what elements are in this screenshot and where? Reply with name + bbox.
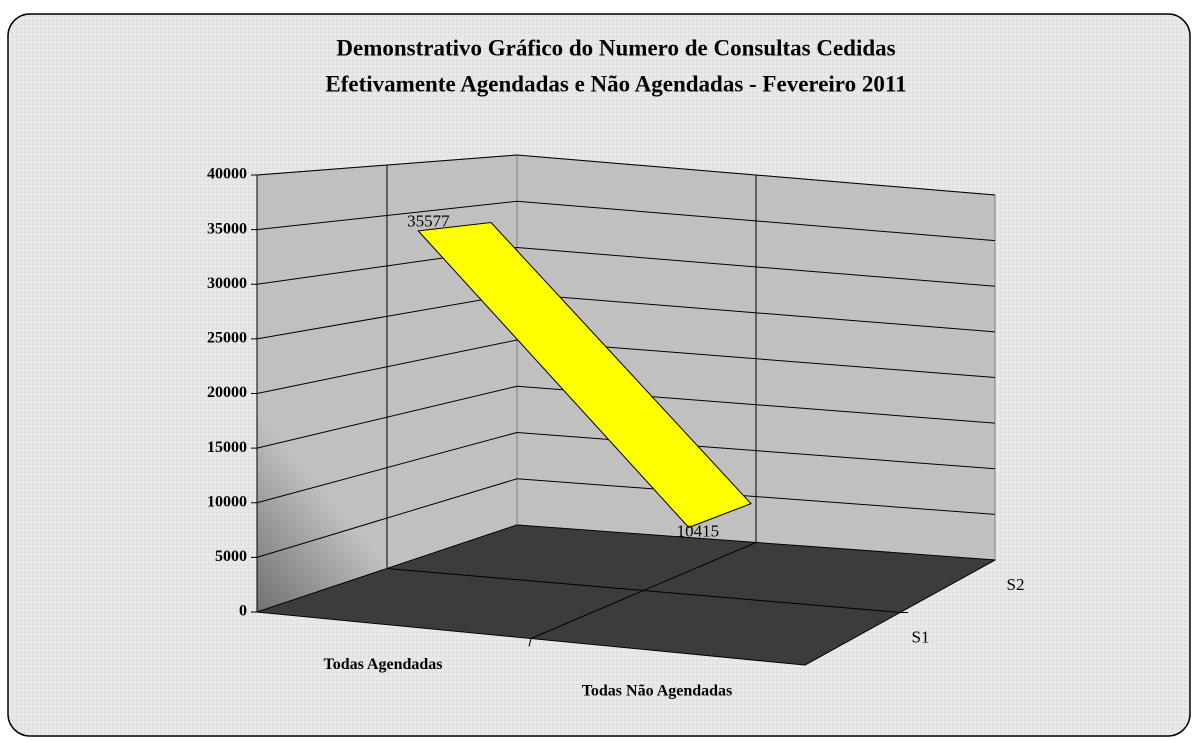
grid-line (256, 154, 518, 176)
y-tick-label: 20000 (207, 384, 247, 401)
y-tick-label: 25000 (207, 330, 247, 347)
grid-line (516, 293, 996, 333)
x-tick-label: Todas Agendadas (323, 656, 442, 673)
ribbon (417, 221, 752, 529)
depth-tick-label: S1 (912, 628, 930, 647)
grid-line (516, 154, 996, 196)
x-tick-label: Todas Não Agendadas (582, 682, 733, 699)
data-label: 10415 (677, 521, 720, 540)
y-tick-label: 5000 (215, 548, 247, 565)
grid-line (256, 478, 518, 558)
y-tick-label: 15000 (207, 439, 247, 456)
x-tick-mark (528, 638, 532, 647)
grid-line (256, 385, 518, 449)
grid-line (516, 432, 996, 470)
chart-title: Efetivamente Agendadas e Não Agendadas -… (325, 71, 906, 96)
y-tick-label: 0 (239, 603, 247, 620)
grid-line (516, 247, 996, 287)
grid-line (516, 200, 996, 242)
grid-line (256, 432, 518, 504)
depth-tick-label: S2 (1007, 575, 1025, 594)
grid-line (256, 293, 518, 340)
floor-divider (386, 568, 901, 613)
y-tick-label: 40000 (207, 166, 247, 183)
chart-title: Demonstrativo Gráfico do Numero de Consu… (336, 35, 895, 60)
grid-line (516, 478, 996, 515)
grid-line (256, 339, 518, 394)
y-tick-label: 10000 (207, 493, 247, 510)
grid-line (256, 200, 518, 231)
grid-line (516, 524, 996, 561)
y-tick-label: 30000 (207, 275, 247, 292)
data-label: 35577 (407, 212, 450, 231)
y-tick-label: 35000 (207, 220, 247, 237)
grid-line (256, 524, 518, 613)
